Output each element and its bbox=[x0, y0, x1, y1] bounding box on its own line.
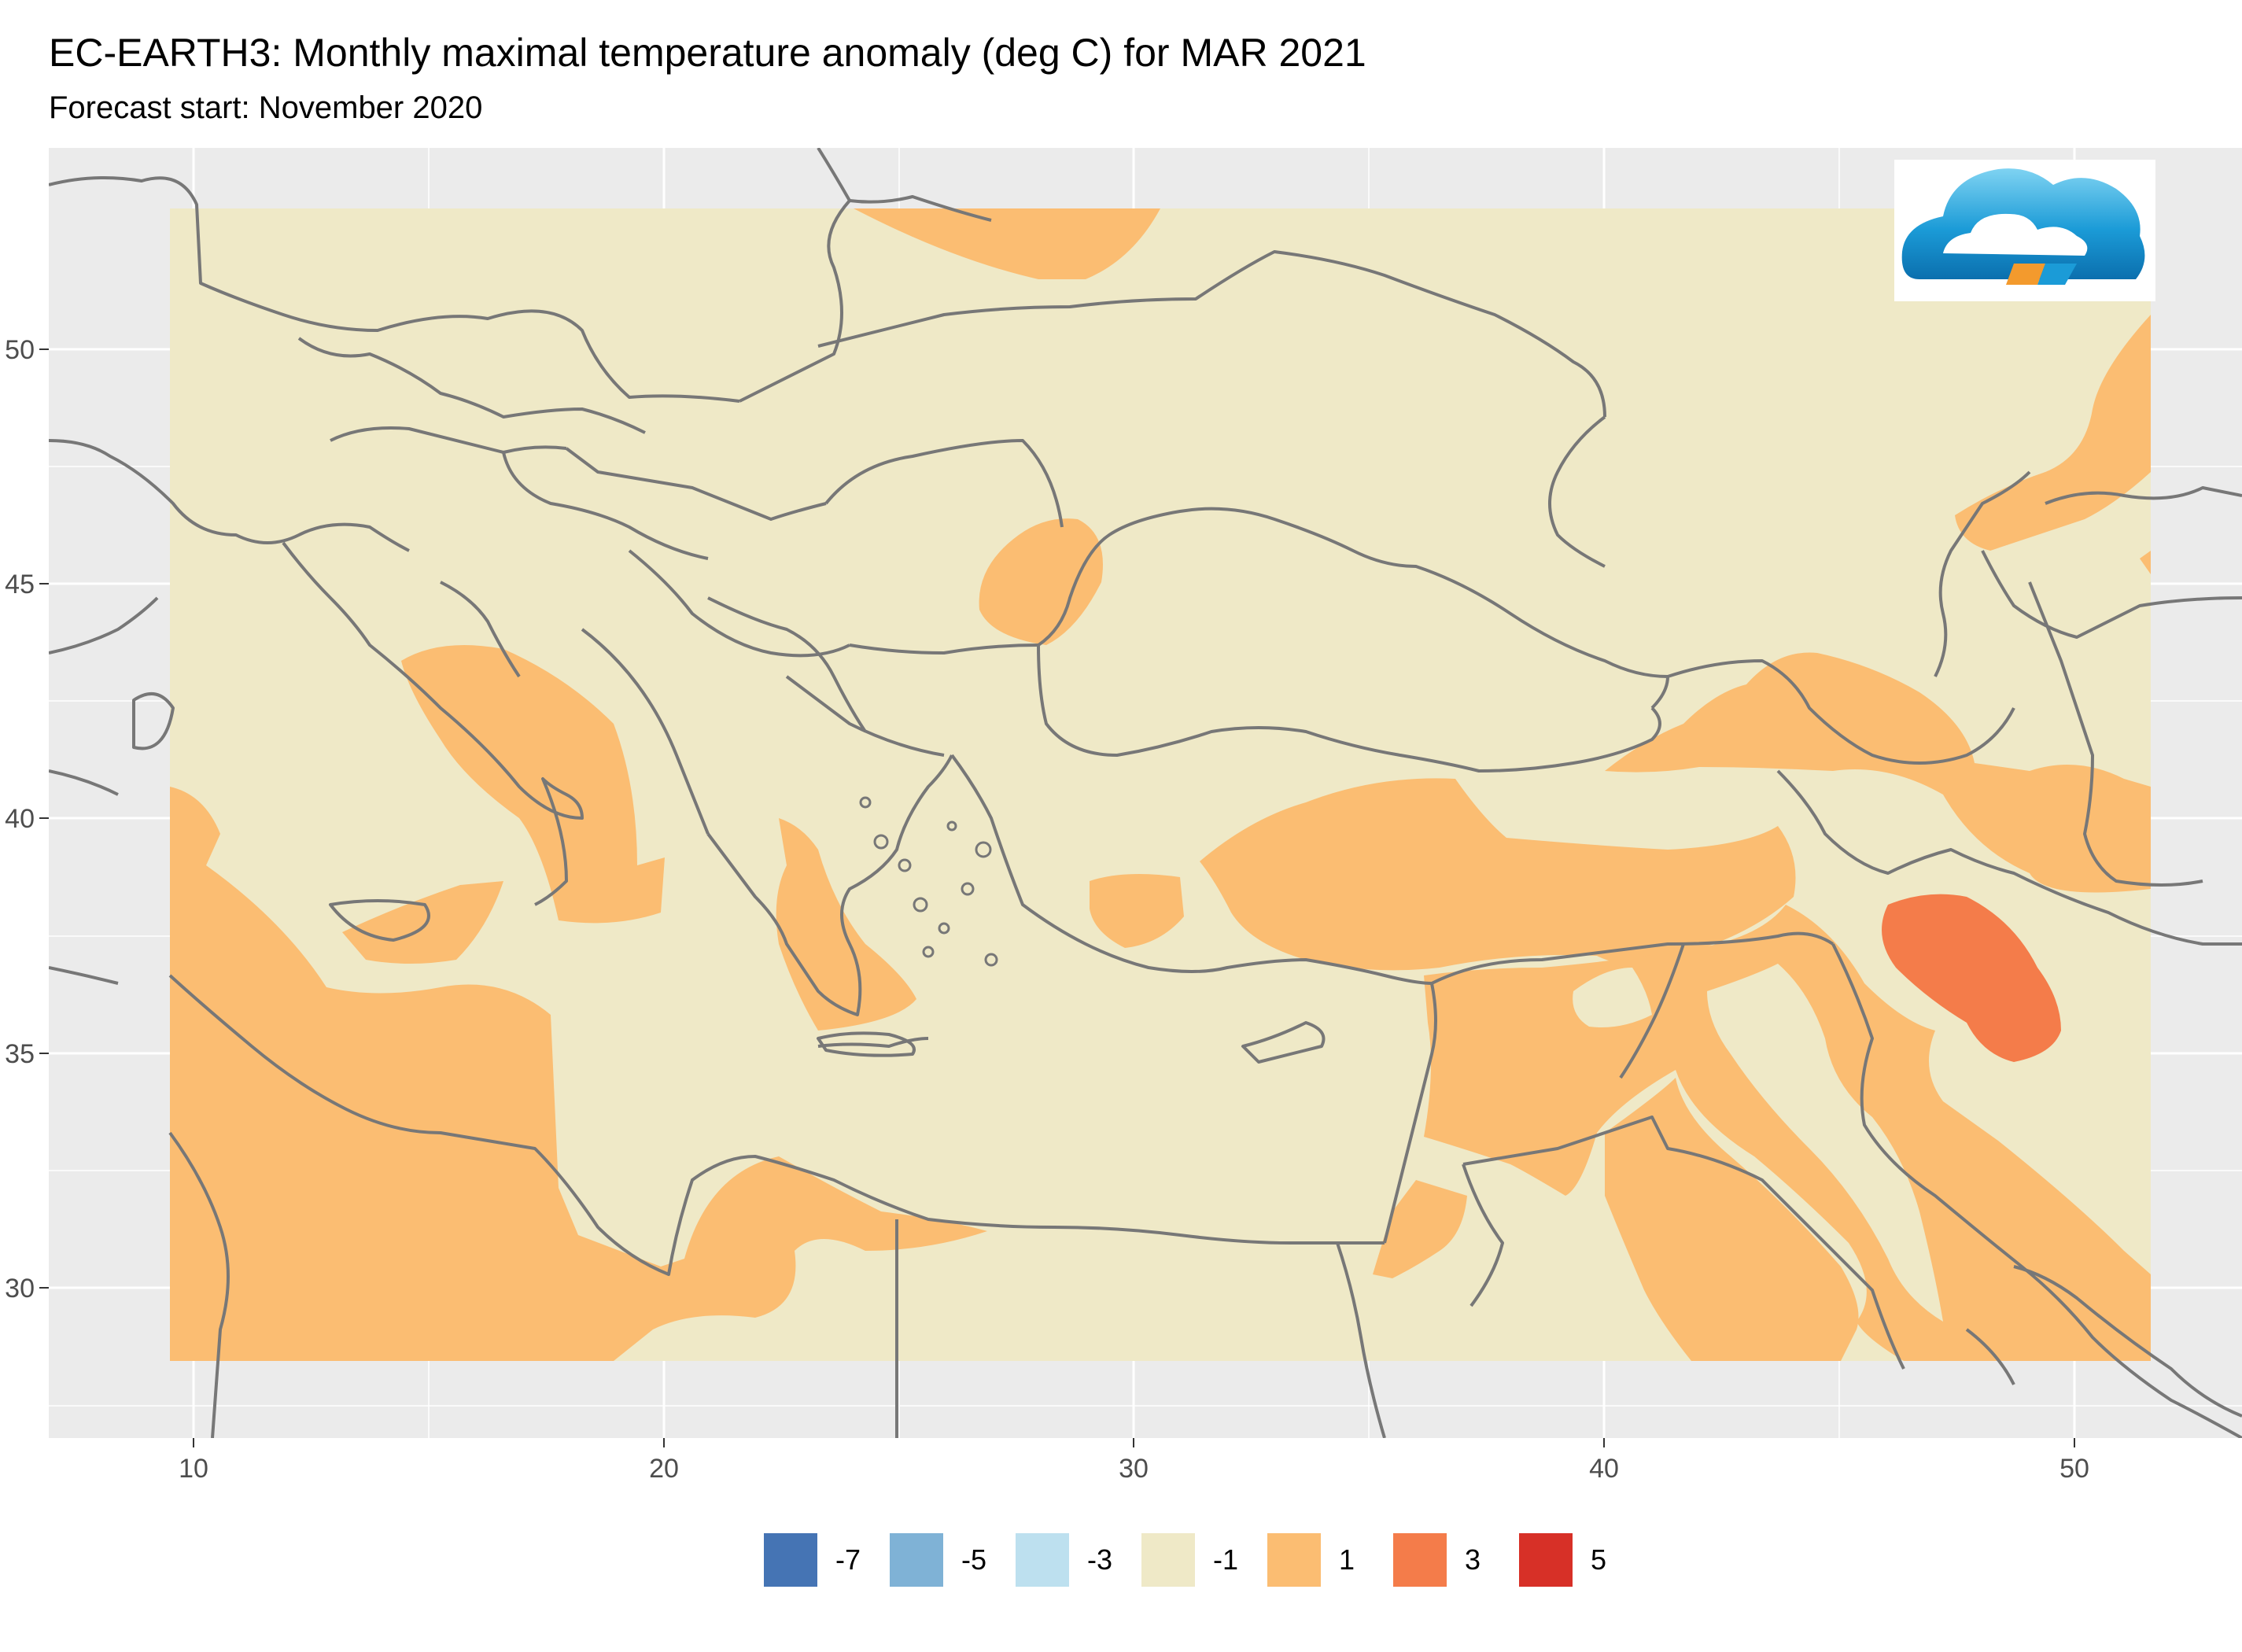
legend-swatch-5 bbox=[1518, 1532, 1573, 1587]
legend-swatch-minus5 bbox=[889, 1532, 944, 1587]
legend-swatch-1 bbox=[1267, 1532, 1322, 1587]
legend-swatch-minus7 bbox=[763, 1532, 818, 1587]
warm-region-italy bbox=[401, 645, 665, 924]
x-tick-label-40: 40 bbox=[1589, 1454, 1619, 1484]
legend-item-1: 1 bbox=[1267, 1532, 1370, 1587]
warm-region-sicily bbox=[342, 881, 503, 964]
x-tick-label-10: 10 bbox=[179, 1454, 208, 1484]
y-tick-label-30: 30 bbox=[5, 1274, 35, 1304]
legend-label-minus5: -5 bbox=[961, 1543, 987, 1576]
legend-item-minus5: -5 bbox=[889, 1532, 993, 1587]
warm-region-north-belarus bbox=[854, 208, 1160, 279]
y-tick-label-35: 35 bbox=[5, 1039, 35, 1069]
country-borders bbox=[49, 148, 2242, 1438]
y-tick-label-50: 50 bbox=[5, 335, 35, 365]
warm-region-caspian-south bbox=[2140, 551, 2151, 574]
warm-region-peloponnese bbox=[776, 818, 916, 1031]
x-tick-label-20: 20 bbox=[649, 1454, 679, 1484]
legend-swatch-minus3 bbox=[1015, 1532, 1070, 1587]
x-tick-label-30: 30 bbox=[1119, 1454, 1149, 1484]
warm-region-sinai bbox=[1373, 1180, 1467, 1278]
x-tick-label-50: 50 bbox=[2059, 1454, 2089, 1484]
y-tick-label-40: 40 bbox=[5, 804, 35, 834]
legend-item-minus7: -7 bbox=[763, 1532, 867, 1587]
legend-label-3: 3 bbox=[1465, 1543, 1481, 1576]
legend-label-minus3: -3 bbox=[1087, 1543, 1113, 1576]
neutral-hole-syria bbox=[1573, 968, 1652, 1027]
warm-region-aegean-small bbox=[1090, 874, 1184, 948]
anomaly-hot-region-iran bbox=[1882, 894, 2061, 1062]
axis-ticks bbox=[39, 348, 2075, 1447]
map-subtitle: Forecast start: November 2020 bbox=[49, 90, 483, 125]
legend-label-minus7: -7 bbox=[835, 1543, 861, 1576]
legend-swatch-3 bbox=[1392, 1532, 1447, 1587]
cloud-logo bbox=[1894, 160, 2155, 301]
warm-region-caucasus bbox=[1605, 652, 2151, 893]
y-tick-label-45: 45 bbox=[5, 570, 35, 599]
legend: -7 -5 -3 -1 1 3 5 bbox=[763, 1532, 1644, 1587]
warm-region-romania bbox=[979, 518, 1103, 645]
anomaly-neutral-holes bbox=[1573, 964, 1943, 1322]
neutral-hole-arabia bbox=[1707, 964, 1943, 1322]
legend-item-minus3: -3 bbox=[1015, 1532, 1119, 1587]
legend-label-minus1: -1 bbox=[1213, 1543, 1239, 1576]
legend-item-minus1: -1 bbox=[1141, 1532, 1245, 1587]
warm-region-anatolia bbox=[1200, 778, 1796, 971]
map-title: EC-EARTH3: Monthly maximal temperature a… bbox=[49, 31, 1366, 75]
legend-item-5: 5 bbox=[1518, 1532, 1622, 1587]
legend-label-5: 5 bbox=[1591, 1543, 1607, 1576]
legend-label-1: 1 bbox=[1339, 1543, 1355, 1576]
warm-region-north-africa bbox=[170, 787, 987, 1361]
legend-item-3: 3 bbox=[1392, 1532, 1496, 1587]
aegean-islands bbox=[859, 796, 998, 967]
legend-swatch-minus1 bbox=[1141, 1532, 1196, 1587]
